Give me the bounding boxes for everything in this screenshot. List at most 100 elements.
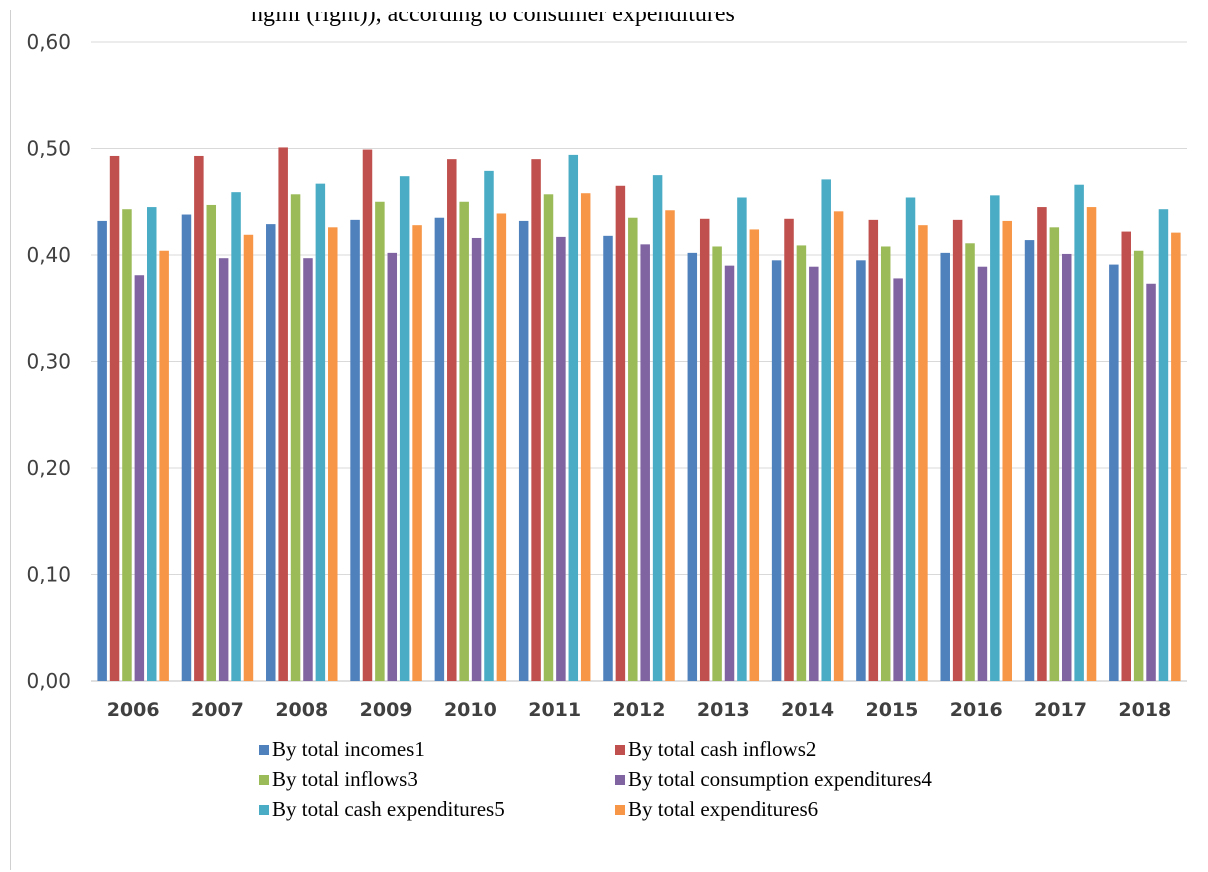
bar xyxy=(97,220,107,682)
legend-swatch xyxy=(615,805,625,815)
bar xyxy=(856,260,866,681)
caption-fragment: ngini (right)), according to consumer ex… xyxy=(251,1,735,27)
bar xyxy=(918,225,928,681)
bar xyxy=(362,149,373,681)
x-tick-label: 2007 xyxy=(191,699,244,721)
bar xyxy=(278,147,288,681)
bar xyxy=(712,246,722,682)
bar xyxy=(328,227,338,681)
bar xyxy=(1002,220,1012,682)
x-tick-label: 2017 xyxy=(1034,699,1087,721)
bar xyxy=(1049,227,1060,681)
bar xyxy=(181,214,192,681)
bar xyxy=(615,185,626,681)
bar xyxy=(266,224,276,682)
bar xyxy=(1074,184,1084,681)
bar xyxy=(531,159,541,681)
bar xyxy=(580,193,591,682)
x-axis-ticks: 2006 2007 2008 2009 2010 2011 2012 2013 2014 2015… xyxy=(107,699,1172,721)
bar xyxy=(206,204,217,681)
legend-label: By total incomes1 xyxy=(272,737,425,761)
bar xyxy=(231,192,241,682)
bar xyxy=(977,266,988,681)
bar xyxy=(459,201,469,681)
bar xyxy=(471,237,482,681)
bar xyxy=(147,207,157,681)
bar xyxy=(556,236,566,681)
bar xyxy=(640,244,650,681)
legend: By total incomes1 By total cash inflows2 B… xyxy=(259,737,932,821)
bar xyxy=(749,229,760,681)
x-tick-label: 2015 xyxy=(865,699,918,721)
x-tick-label: 2008 xyxy=(275,699,328,721)
y-tick-label: 0,60 xyxy=(26,30,71,54)
legend-swatch xyxy=(259,775,269,785)
bar xyxy=(518,220,529,682)
legend-label: By total consumption expenditures4 xyxy=(628,767,932,791)
bar xyxy=(243,234,254,681)
x-tick-label: 2009 xyxy=(360,699,413,721)
bar xyxy=(399,176,410,681)
bar xyxy=(122,209,132,681)
bar xyxy=(109,155,120,681)
bar xyxy=(1024,240,1035,681)
legend-label: By total expenditures6 xyxy=(628,797,818,821)
bar xyxy=(699,218,710,682)
legend-swatch xyxy=(259,805,269,815)
bar xyxy=(893,278,903,681)
y-tick-label: 0,50 xyxy=(26,137,71,161)
bar xyxy=(771,260,782,681)
bar xyxy=(290,194,301,682)
bar-chart: 0,000,100,200,300,400,500,60 2006 2007 200… xyxy=(26,30,1187,821)
y-tick-label: 0,00 xyxy=(26,669,71,693)
bar xyxy=(737,197,747,682)
bars xyxy=(97,147,1181,682)
bar xyxy=(315,183,326,681)
y-tick-label: 0,10 xyxy=(26,563,71,587)
bar xyxy=(134,275,145,681)
legend-label: By total cash expenditures5 xyxy=(272,797,505,821)
bar xyxy=(1158,209,1169,681)
bar xyxy=(809,266,819,681)
y-tick-label: 0,20 xyxy=(26,456,71,480)
x-tick-label: 2010 xyxy=(444,699,497,721)
bar xyxy=(1086,207,1097,681)
bar xyxy=(952,219,963,682)
bar xyxy=(868,219,879,682)
y-axis-ticks: 0,00 0,10 0,20 0,30 0,40 0,50 0,60 xyxy=(26,30,71,693)
bar xyxy=(833,211,844,681)
bar xyxy=(990,195,1000,682)
bar xyxy=(350,219,360,682)
bar xyxy=(1133,250,1144,682)
bar xyxy=(412,225,422,681)
bar xyxy=(628,217,638,681)
bar xyxy=(568,154,579,681)
y-tick-label: 0,40 xyxy=(26,243,71,267)
bar xyxy=(218,258,229,681)
bar xyxy=(1037,207,1047,681)
bar xyxy=(940,252,950,681)
bar xyxy=(496,213,507,681)
bar xyxy=(159,250,169,682)
bar xyxy=(1061,253,1072,681)
bar xyxy=(687,252,698,681)
x-tick-label: 2016 xyxy=(950,699,1003,721)
bar xyxy=(434,217,445,681)
legend-label: By total cash inflows2 xyxy=(628,737,816,761)
bar xyxy=(1171,232,1181,681)
bar xyxy=(665,210,675,681)
y-tick-label: 0,30 xyxy=(26,350,71,374)
x-tick-label: 2014 xyxy=(781,699,834,721)
legend-swatch xyxy=(259,745,269,755)
legend-swatch xyxy=(615,745,625,755)
legend-swatch xyxy=(615,775,625,785)
bar xyxy=(303,258,313,681)
bar xyxy=(375,201,385,681)
bar xyxy=(652,175,663,681)
legend-label: By total inflows3 xyxy=(272,767,418,791)
gridlines xyxy=(91,41,1187,682)
x-tick-label: 2018 xyxy=(1118,699,1171,721)
bar xyxy=(387,252,398,681)
bar xyxy=(484,170,494,682)
bar xyxy=(194,155,204,681)
